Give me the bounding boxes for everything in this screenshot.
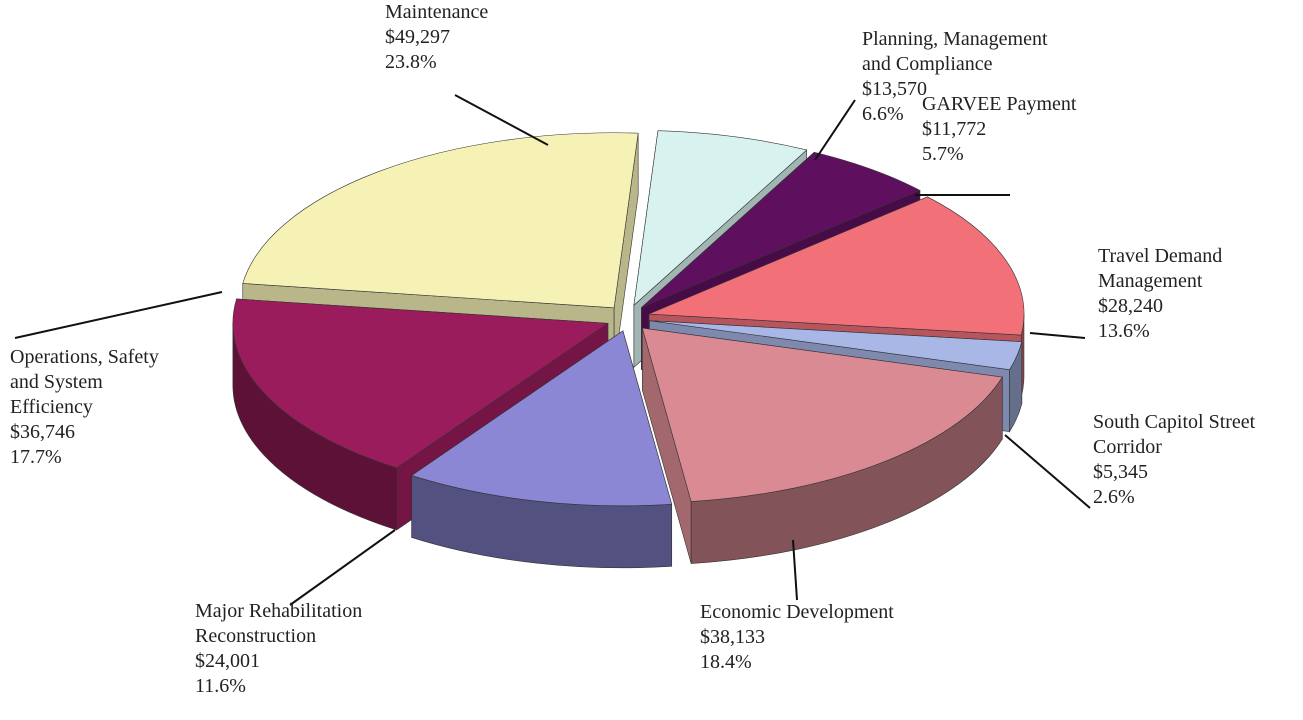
slice-label: Maintenance [385, 1, 488, 23]
slice-value-label: $13,570 [862, 78, 927, 100]
slice-percent-label: 2.6% [1093, 486, 1135, 508]
slice-percent-label: 11.6% [195, 675, 246, 697]
slice [633, 130, 808, 307]
slice-percent-label: 23.8% [385, 51, 437, 73]
slice [232, 298, 609, 469]
slice-percent-label: 6.6% [862, 103, 904, 125]
leader-line [454, 94, 549, 146]
leader-line [792, 539, 798, 601]
slice-label: GARVEE Payment [922, 93, 1077, 115]
slice-value-label: $5,345 [1093, 461, 1148, 483]
slice-label: Economic Development [700, 601, 894, 623]
slice-label: Planning, Management and Compliance [862, 28, 1048, 75]
slice-percent-label: 13.6% [1098, 320, 1150, 342]
slice-percent-label: 17.7% [10, 446, 62, 468]
slice-value-label: $49,297 [385, 26, 450, 48]
leader-line [1029, 332, 1086, 339]
slice [648, 196, 1025, 336]
slice [641, 327, 1003, 502]
leader-line [814, 99, 856, 161]
slice [641, 151, 921, 308]
leader-line [289, 529, 396, 606]
slice-label: Major Rehabilitation Reconstruction [195, 600, 362, 647]
slice [242, 132, 639, 309]
slice-value-label: $36,746 [10, 421, 75, 443]
slice-label: Travel Demand Management [1098, 245, 1222, 292]
slice-percent-label: 5.7% [922, 143, 964, 165]
slice [649, 320, 1023, 371]
leader-line [1004, 434, 1091, 509]
leader-line [14, 291, 223, 339]
slice-value-label: $11,772 [922, 118, 986, 140]
slice-value-label: $38,133 [700, 626, 765, 648]
slice-value-label: $28,240 [1098, 295, 1163, 317]
slice-label: South Capitol Street Corridor [1093, 411, 1256, 458]
slice-percent-label: 18.4% [700, 651, 752, 673]
slice-label: Operations, Safety and System Efficiency [10, 346, 159, 418]
slice-value-label: $24,001 [195, 650, 260, 672]
slice [411, 330, 673, 507]
